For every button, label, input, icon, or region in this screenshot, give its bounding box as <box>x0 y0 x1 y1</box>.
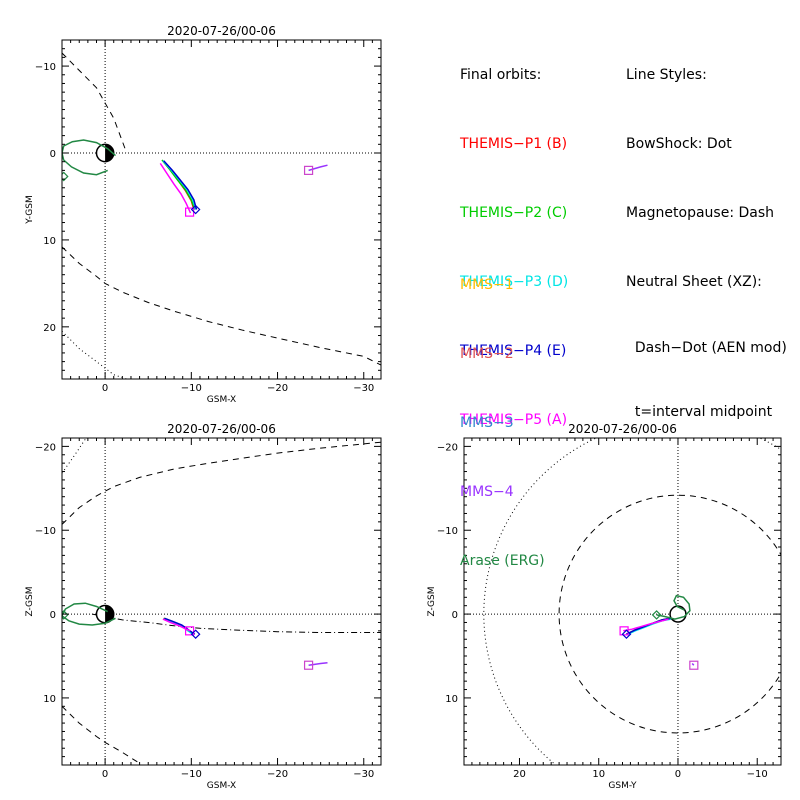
chart-title: 2020-07-26/00-06 <box>568 422 677 436</box>
legend-style-neutral-sheet: Neutral Sheet (XZ): <box>626 274 762 290</box>
endpoint-diamond-marker <box>62 171 69 182</box>
panel-yz: 20 10 0 −10 10 0 −10 −20 2020-07-26/00-06 GSM-Y Z-… <box>427 422 782 791</box>
orbit-mms-4 <box>308 661 328 666</box>
plot-area <box>62 438 381 765</box>
legend-item-themis-p3: THEMIS−P3 (D) <box>460 274 569 290</box>
magnetopause-curve <box>62 246 381 366</box>
bowshock-curve <box>62 438 87 474</box>
y-tick-label: −20 <box>35 442 56 453</box>
legend-style-midpoint: t=interval midpoint <box>626 404 773 420</box>
orbit-themis-p3-d <box>626 618 671 636</box>
legend-missions: MMS−1 MMS−2 MMS−3 MMS−4 Arase (ERG) <box>460 228 545 596</box>
y-tick-label: 0 <box>452 610 458 621</box>
legend-item-mms-1: MMS−1 <box>460 277 514 293</box>
x-tick-label: −10 <box>181 769 202 780</box>
legend-style-magnetopause: Magnetopause: Dash <box>626 205 775 221</box>
orbit-themis-p2-c <box>161 159 196 210</box>
bowshock-curve <box>62 330 127 379</box>
orbit-arase-erg <box>62 139 116 176</box>
orbit-arase-erg <box>656 594 691 620</box>
legend-item-themis-p1: THEMIS−P1 (B) <box>460 136 568 152</box>
orbit-themis-p5-a <box>623 618 669 632</box>
orbit-mms-4 <box>308 164 328 172</box>
y-tick-label: −10 <box>437 526 458 537</box>
y-tick-label: 20 <box>43 323 56 334</box>
legend-item-mms-4: MMS−4 <box>460 484 514 500</box>
orbit-themis-p5-a <box>162 618 191 632</box>
x-tick-label: 0 <box>102 383 108 394</box>
endpoint-square-marker <box>689 660 699 670</box>
endpoint-diamond-marker <box>621 629 632 640</box>
magnetopause-upper-curve <box>62 52 128 154</box>
plot-frame <box>61 437 382 766</box>
legend-item-mms-2: MMS−2 <box>460 346 514 362</box>
y-axis-label: Z-GSM <box>427 586 437 616</box>
y-axis-label: Y-GSM <box>25 195 35 224</box>
legend-item-mms-3: MMS−3 <box>460 415 514 431</box>
y-tick-label: 0 <box>50 610 56 621</box>
legend-item-themis-p2: THEMIS−P2 (C) <box>460 205 568 221</box>
y-tick-label: −10 <box>35 62 56 73</box>
panel-xz: 0 −10 −20 −30 10 0 −10 −20 2020-07-26/00-06 GSM-X… <box>25 422 382 791</box>
legend-item-arase: Arase (ERG) <box>460 553 545 569</box>
endpoint-square-marker <box>303 165 314 175</box>
neutral-sheet-curve <box>92 613 381 633</box>
legend-styles-heading: Line Styles: <box>626 67 707 83</box>
endpoint-square-marker <box>185 626 195 636</box>
y-tick-label: 10 <box>43 236 56 247</box>
y-tick-label: −10 <box>35 526 56 537</box>
orbit-mms-4 <box>691 662 695 666</box>
x-tick-label: −30 <box>353 383 374 394</box>
plot-area <box>464 438 781 765</box>
magnetopause-lower-curve <box>62 441 381 525</box>
y-tick-label: 0 <box>50 149 56 160</box>
plot-area <box>62 40 381 379</box>
x-tick-label: 20 <box>513 769 526 780</box>
legend-orbits-heading: Final orbits: <box>460 67 542 83</box>
earth-night-side <box>105 605 114 623</box>
legend-style-dash-dot: Dash−Dot (AEN mod) <box>626 340 787 356</box>
x-tick-label: 0 <box>675 769 681 780</box>
legend-final-orbits: Final orbits: THEMIS−P1 (B) THEMIS−P2 (C… <box>460 18 568 455</box>
x-tick-label: −20 <box>267 769 288 780</box>
orbit-arase-erg <box>62 602 116 626</box>
endpoint-square-marker <box>619 626 629 636</box>
chart-title: 2020-07-26/00-06 <box>167 24 276 38</box>
x-axis-label: GSM-X <box>207 395 236 405</box>
y-tick-label: 10 <box>43 694 56 705</box>
legend-item-themis-p4: THEMIS−P4 (E) <box>460 343 567 359</box>
panel-xy: 0 −10 −20 −30 −10 0 10 20 2020-07-26/00-06 GSM-X Y… <box>25 24 382 405</box>
legend-item-themis-p5: THEMIS−P5 (A) <box>460 412 568 428</box>
x-tick-label: −20 <box>267 383 288 394</box>
endpoint-diamond-marker <box>190 204 201 215</box>
y-tick-label: 10 <box>445 694 458 705</box>
x-tick-label: −10 <box>747 769 768 780</box>
x-tick-label: 0 <box>102 769 108 780</box>
x-tick-label: 10 <box>592 769 605 780</box>
earth-icon <box>669 605 687 623</box>
plot-frame <box>61 39 382 380</box>
x-tick-label: −10 <box>181 383 202 394</box>
orbit-themis-p4-e <box>164 617 196 635</box>
x-tick-label: −30 <box>353 769 374 780</box>
x-axis-label: GSM-X <box>207 781 236 791</box>
endpoint-diamond-marker <box>651 610 662 620</box>
y-tick-label: −20 <box>437 442 458 453</box>
endpoint-diamond-marker <box>190 629 201 640</box>
orbit-themis-p5-a <box>159 162 192 214</box>
legend-style-bowshock: BowShock: Dot <box>626 136 732 152</box>
magnetopause-upper-curve <box>62 705 140 764</box>
y-axis-label: Z-GSM <box>25 586 35 616</box>
orbit-themis-p1-b <box>162 160 195 210</box>
orbit-themis-p4-e <box>163 160 198 210</box>
chart-title: 2020-07-26/00-06 <box>167 422 276 436</box>
endpoint-square-marker <box>303 660 314 670</box>
legend-line-styles: Line Styles: BowShock: Dot Magnetopause:… <box>626 18 787 447</box>
x-axis-label: GSM-Y <box>608 781 637 791</box>
